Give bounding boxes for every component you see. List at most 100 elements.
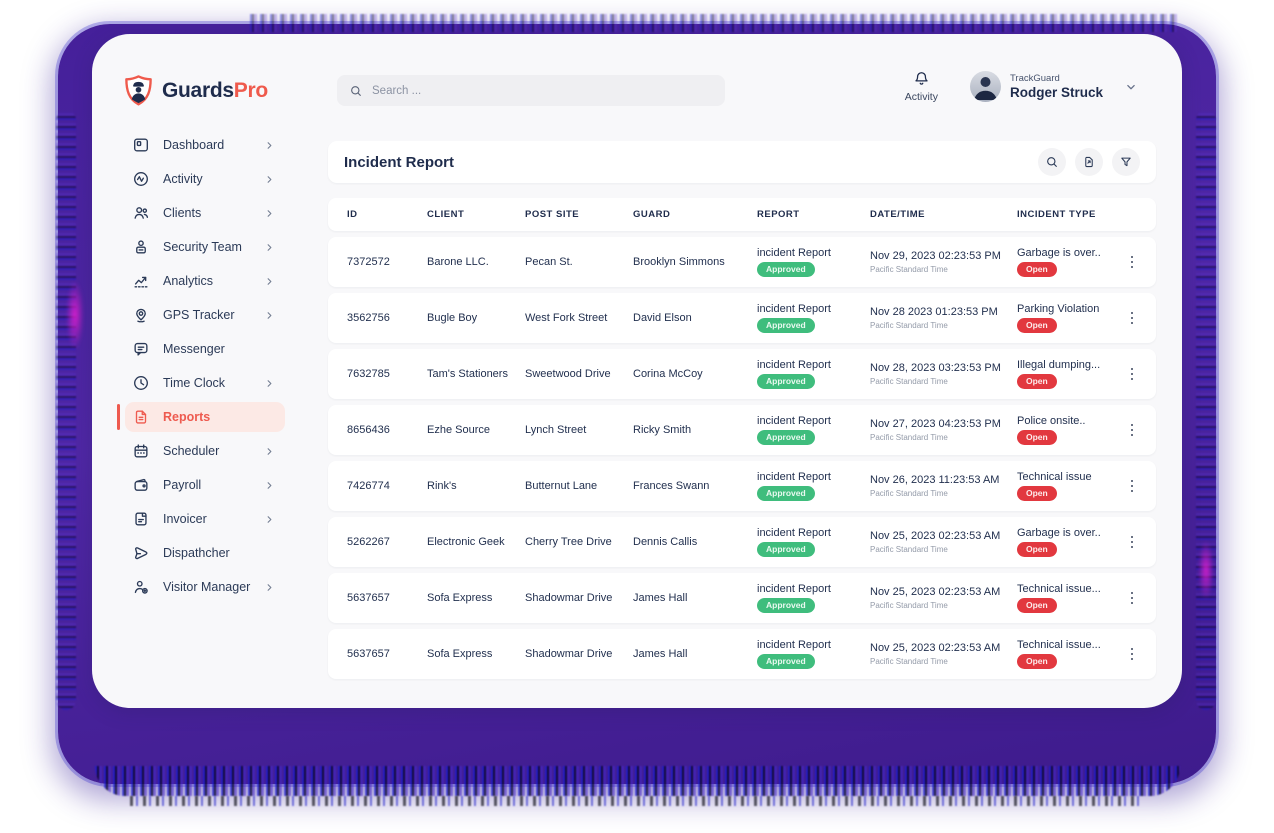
chevron-right-icon (264, 480, 275, 491)
cell-id: 7632785 (347, 368, 390, 380)
sidebar-item-security-team[interactable]: Security Team (125, 232, 285, 262)
status-badge-approved: Approved (757, 653, 815, 670)
sidebar-item-gps-tracker[interactable]: GPS Tracker (125, 300, 285, 330)
page-title: Incident Report (344, 153, 455, 171)
filter-icon (1119, 155, 1133, 169)
chevron-down-icon (1124, 80, 1138, 94)
row-menu-kebab-icon[interactable] (1127, 644, 1138, 665)
analytics-icon (132, 272, 150, 290)
time-clock-icon (132, 374, 150, 392)
sidebar-item-clients[interactable]: Clients (125, 198, 285, 228)
report-label: incident Report (757, 414, 831, 427)
row-menu-kebab-icon[interactable] (1127, 532, 1138, 553)
cell-post-site: Pecan St. (525, 256, 573, 268)
gps-tracker-icon (132, 306, 150, 324)
incident-text: Technical issue... (1017, 582, 1101, 595)
row-menu-kebab-icon[interactable] (1127, 308, 1138, 329)
status-badge-approved: Approved (757, 373, 815, 390)
activity-button[interactable]: Activity (905, 70, 938, 103)
cell-client: Electronic Geek (427, 536, 505, 548)
clients-icon (132, 204, 150, 222)
table-row[interactable]: 5262267 Electronic Geek Cherry Tree Driv… (328, 517, 1156, 567)
chevron-right-icon (264, 174, 275, 185)
row-menu-kebab-icon[interactable] (1127, 364, 1138, 385)
cell-incident-type: Illegal dumping... Open (1017, 358, 1114, 390)
table-row[interactable]: 5637657 Sofa Express Shadowmar Drive Jam… (328, 629, 1156, 679)
cell-guard: Corina McCoy (633, 368, 703, 380)
chevron-right-icon (264, 514, 275, 525)
cell-guard: Ricky Smith (633, 424, 692, 436)
glitch-magenta-blob-right (1198, 540, 1214, 600)
row-menu-kebab-icon[interactable] (1127, 476, 1138, 497)
sidebar-nav: Dashboard Activity Clients Security Team… (117, 130, 285, 606)
chevron-right-icon (264, 446, 275, 457)
cell-client: Sofa Express (427, 648, 493, 660)
sidebar-item-visitor-manager[interactable]: Visitor Manager (125, 572, 285, 602)
sidebar-item-messenger[interactable]: Messenger (125, 334, 285, 364)
incident-text: Parking Violation (1017, 302, 1100, 315)
cell-report: incident Report Approved (757, 302, 870, 334)
cell-guard: Brooklyn Simmons (633, 256, 725, 268)
sidebar-item-label: Clients (163, 206, 202, 220)
timezone-text: Pacific Standard Time (870, 321, 948, 330)
sidebar-item-time-clock[interactable]: Time Clock (125, 368, 285, 398)
row-menu-kebab-icon[interactable] (1127, 252, 1138, 273)
sidebar-item-invoicer[interactable]: Invoicer (125, 504, 285, 534)
reports-icon (132, 408, 150, 426)
table-row[interactable]: 7632785 Tam's Stationers Sweetwood Drive… (328, 349, 1156, 399)
glitch-noise-bottom (95, 766, 1180, 796)
cell-datetime: Nov 27, 2023 04:23:53 PM Pacific Standar… (870, 418, 1017, 442)
global-search (337, 75, 725, 106)
glitch-noise-bottom-2 (130, 796, 1140, 806)
chevron-right-icon (264, 378, 275, 389)
activity-label: Activity (904, 91, 938, 103)
user-menu[interactable]: TrackGuard Rodger Struck (969, 71, 1138, 102)
scheduler-icon (132, 442, 150, 460)
report-label: incident Report (757, 302, 831, 315)
cell-id: 8656436 (347, 424, 390, 436)
toolbar-search-button[interactable] (1038, 148, 1066, 176)
sidebar-item-scheduler[interactable]: Scheduler (125, 436, 285, 466)
toolbar-export-button[interactable] (1075, 148, 1103, 176)
cell-client: Sofa Express (427, 592, 493, 604)
table-row[interactable]: 3562756 Bugle Boy West Fork Street David… (328, 293, 1156, 343)
sidebar-item-analytics[interactable]: Analytics (125, 266, 285, 296)
table-row[interactable]: 7426774 Rink's Butternut Lane Frances Sw… (328, 461, 1156, 511)
main-content: Incident Report ID CLIENT POST SITE GUARD RE… (328, 141, 1156, 679)
sidebar-item-activity[interactable]: Activity (125, 164, 285, 194)
table-row[interactable]: 8656436 Ezhe Source Lynch Street Ricky S… (328, 405, 1156, 455)
cell-client: Bugle Boy (427, 312, 478, 324)
toolbar-filter-button[interactable] (1112, 148, 1140, 176)
date-text: Nov 26, 2023 11:23:53 AM (870, 474, 1000, 486)
chevron-right-icon (264, 208, 275, 219)
status-badge-open: Open (1017, 429, 1057, 446)
incident-text: Garbage is over.. (1017, 246, 1101, 259)
cell-datetime: Nov 28 2023 01:23:53 PM Pacific Standard… (870, 306, 1017, 330)
topbar-right: Activity TrackGuard Rodger Struck (905, 70, 1138, 103)
cell-post-site: Shadowmar Drive (525, 648, 613, 660)
incident-text: Technical issue (1017, 470, 1092, 483)
incident-text: Illegal dumping... (1017, 358, 1101, 371)
status-badge-approved: Approved (757, 485, 815, 502)
table-row[interactable]: 7372572 Barone LLC. Pecan St. Brooklyn S… (328, 237, 1156, 287)
cell-report: incident Report Approved (757, 247, 870, 278)
avatar (969, 71, 1001, 102)
sidebar-item-payroll[interactable]: Payroll (125, 470, 285, 500)
row-menu-kebab-icon[interactable] (1127, 588, 1138, 609)
table-row[interactable]: 5637657 Sofa Express Shadowmar Drive Jam… (328, 573, 1156, 623)
sidebar-item-dashboard[interactable]: Dashboard (125, 130, 285, 160)
cell-incident-type: Parking Violation Open (1017, 302, 1114, 334)
sidebar-item-reports[interactable]: Reports (117, 402, 285, 432)
glitch-noise-right (1196, 110, 1216, 710)
glitch-magenta-blob-left (66, 280, 84, 350)
chevron-right-icon (264, 582, 275, 593)
messenger-icon (132, 340, 150, 358)
cell-guard: Frances Swann (633, 480, 710, 492)
search-input[interactable] (372, 84, 713, 97)
sidebar-item-dispathcher[interactable]: Dispathcher (125, 538, 285, 568)
cell-incident-type: Garbage is over.. Open (1017, 527, 1114, 558)
row-menu-kebab-icon[interactable] (1127, 420, 1138, 441)
column-header-post-site: POST SITE (525, 209, 580, 220)
report-toolbar (1038, 148, 1140, 176)
sidebar-item-label: Dispathcher (163, 546, 230, 560)
